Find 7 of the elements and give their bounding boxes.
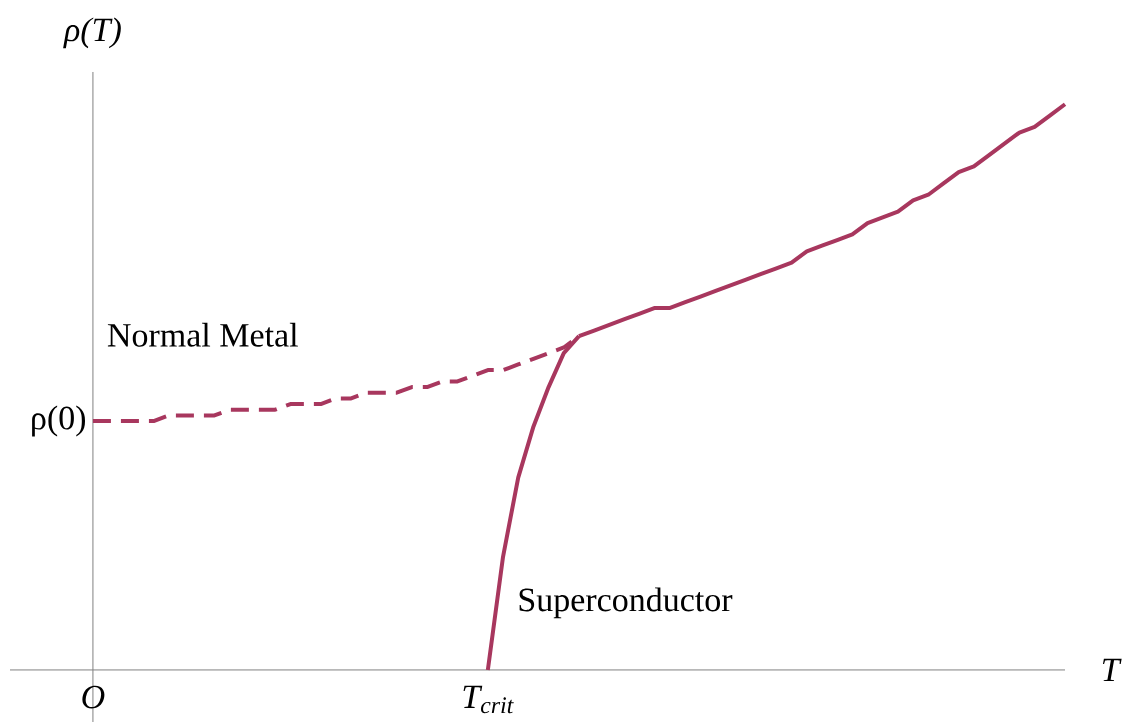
text: ρ(0): [32, 405, 86, 437]
y-axis-title: ρ(T): [63, 17, 121, 49]
x-axis-title: T: [1102, 658, 1122, 682]
annotation: Superconductor: [519, 587, 733, 619]
annotation: Normal Metal: [107, 322, 298, 347]
x-tick-label: T$_{crit}$: [463, 685, 514, 714]
x-tick-label: O: [82, 685, 105, 709]
